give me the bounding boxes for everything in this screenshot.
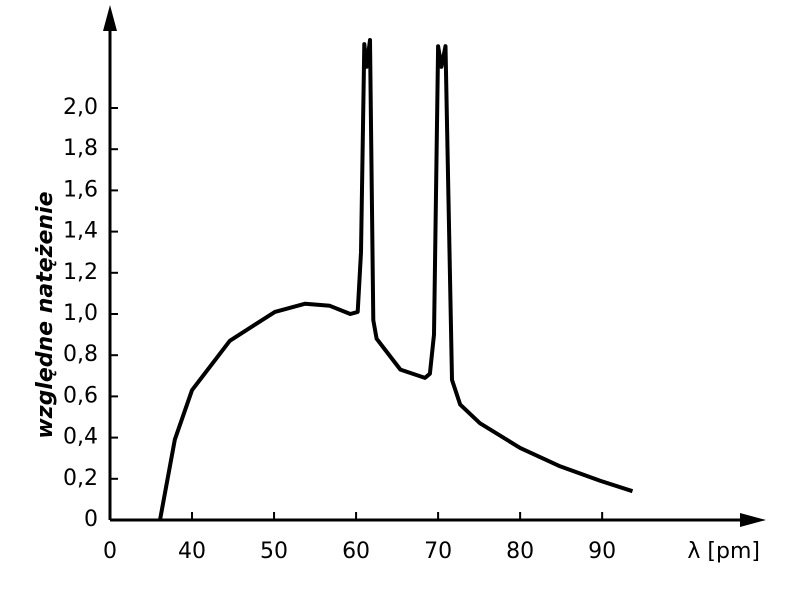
- y-tick-label: 1,0: [63, 301, 98, 326]
- x-tick-label: 80: [506, 539, 534, 564]
- x-axis-label: λ [pm]: [687, 539, 760, 564]
- y-tick-label: 0,8: [63, 342, 98, 367]
- x-tick-label: 0: [103, 539, 117, 564]
- y-tick-label: 0,6: [63, 383, 98, 408]
- y-tick-label: 2,0: [63, 95, 98, 120]
- y-tick-label: 0,4: [63, 425, 98, 450]
- y-tick-label: 1,4: [63, 219, 98, 244]
- x-tick-label: 90: [588, 539, 616, 564]
- y-axis-label: względne natężenie: [33, 191, 58, 438]
- y-tick-label: 0: [84, 507, 98, 532]
- y-tick-label: 0,2: [63, 466, 98, 491]
- spectrum-line: [158, 38, 634, 521]
- y-tick-label: 1,2: [63, 260, 98, 285]
- x-axis-arrow: [740, 513, 766, 527]
- x-tick-label: 60: [342, 539, 370, 564]
- y-axis-arrow: [103, 5, 117, 31]
- x-tick-label: 40: [178, 539, 206, 564]
- x-tick-label: 70: [424, 539, 452, 564]
- y-tick-label: 1,8: [63, 136, 98, 161]
- y-tick-label: 1,6: [63, 177, 98, 202]
- x-tick-label: 50: [260, 539, 288, 564]
